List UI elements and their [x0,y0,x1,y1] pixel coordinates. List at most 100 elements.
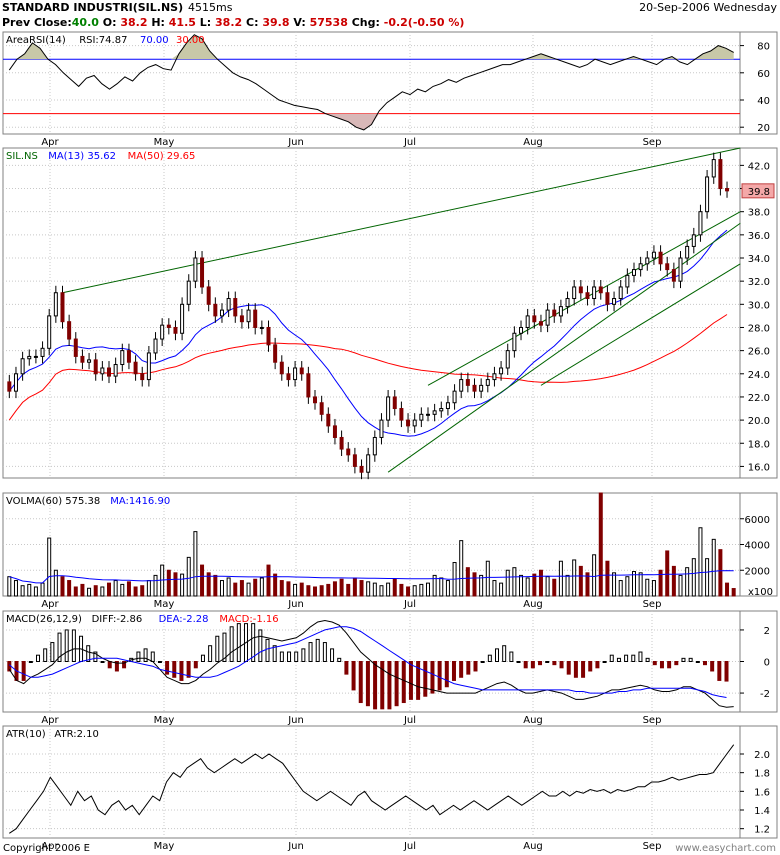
macd-histogram-bar [638,651,643,662]
change-label: Chg: [351,16,380,29]
macd-dea-line [8,626,727,698]
volume-bar [279,580,284,597]
candle-body [618,286,623,300]
macd-month-label-apr: Apr [41,715,59,726]
macd-histogram-bar [437,661,442,691]
prev-close-value: 40.0 [71,16,99,29]
candle-body [665,263,670,271]
macd-tick-label: 2 [764,626,770,637]
volume-bar [439,577,444,597]
macd-legend-0: MACD(26,12,9) [6,614,82,625]
volume-bar [239,580,244,597]
candle-body [651,251,656,259]
macd-histogram-bar [143,648,148,662]
macd-histogram-bar [688,657,693,662]
price-legend-2: MA(50) 29.65 [128,151,196,162]
candle-body [711,159,716,178]
macd-histogram-bar [200,654,205,662]
macd-histogram-bar [652,661,657,666]
candle-body [691,234,696,247]
candle-body [299,367,304,375]
rsi-month-label-apr: Apr [41,137,59,148]
volume-bar [313,586,318,597]
macd-histogram-bar [423,661,428,697]
volume-bar [153,574,158,597]
macd-histogram-bar [21,661,26,681]
macd-histogram-bar [330,648,335,662]
macd-histogram-bar [373,661,378,710]
volume-bar [286,581,291,597]
volume-bar [479,574,484,597]
candle-body [718,159,723,190]
macd-histogram-bar [380,661,385,710]
macd-histogram-bar [229,626,234,662]
volume-bar [691,558,696,597]
volume-bar [538,569,543,597]
volume-bar [186,556,191,597]
rsi-overbought-area [9,34,734,60]
macd-month-label-may: May [154,715,175,726]
volume-bar [193,531,198,597]
macd-histogram-bar [466,661,471,675]
macd-month-label-jun: Jun [287,715,304,726]
macd-histogram-bar [487,654,492,662]
atr-month-label-apr: Apr [41,841,59,852]
macd-histogram-bar [595,661,600,669]
candle-body [545,309,550,326]
candle-body [678,257,683,282]
macd-histogram-bar [308,642,313,662]
rsi-axis-frame [739,31,778,135]
volume-bar [658,569,663,597]
candle-body [27,355,32,360]
macd-histogram-bar [265,638,270,662]
atr-tick-label: 1.6 [754,787,770,798]
macd-tick-label: -2 [760,689,770,700]
macd-histogram-bar [236,623,241,662]
candle-body [7,381,12,392]
rsi-month-label-may: May [154,137,175,148]
candle-body [372,436,377,456]
candle-body [219,309,224,317]
macd-histogram-bar [57,632,62,662]
candle-body [399,408,404,421]
candle-body [200,257,205,288]
candle-body [565,298,570,308]
close-label: C: [246,16,259,29]
candle-body [40,347,45,357]
candle-body [60,292,65,323]
macd-histogram-bar [588,661,593,672]
candle-body [392,396,397,410]
macd-histogram-bar [337,657,342,662]
candle-body [366,454,371,473]
candle-body [432,410,437,415]
volume-bar [412,585,417,597]
candle-body [47,315,52,349]
macd-histogram-bar [724,661,729,682]
candle-body [612,298,617,305]
candle-body [246,309,251,323]
atr-axis-frame [739,725,778,839]
site-label: www.easychart.com [675,843,776,854]
macd-histogram-bar [258,629,263,662]
rsi-month-label-sep: Sep [643,137,662,148]
candle-body [552,309,557,317]
rsi-legend-2: 70.00 [140,35,169,46]
candle-body [598,286,603,294]
volume-month-label-sep: Sep [643,599,662,610]
atr-tick-label: 1.2 [754,825,770,836]
candle-body [406,419,411,427]
volume-bar [306,585,311,597]
candle-body [479,384,484,392]
macd-histogram-bar [717,661,722,681]
candle-body [725,188,730,192]
macd-histogram-bar [279,651,284,662]
macd-histogram-bar [315,638,320,662]
rsi-legend-1: RSI:74.87 [79,35,127,46]
volume-bar [532,573,537,597]
atr-legend-0: ATR(10) [6,729,46,740]
volume-bar [299,582,304,597]
candle-body [578,286,583,294]
macd-histogram-bar [50,642,55,662]
volume-bar [711,538,716,597]
candle-body [359,465,364,473]
